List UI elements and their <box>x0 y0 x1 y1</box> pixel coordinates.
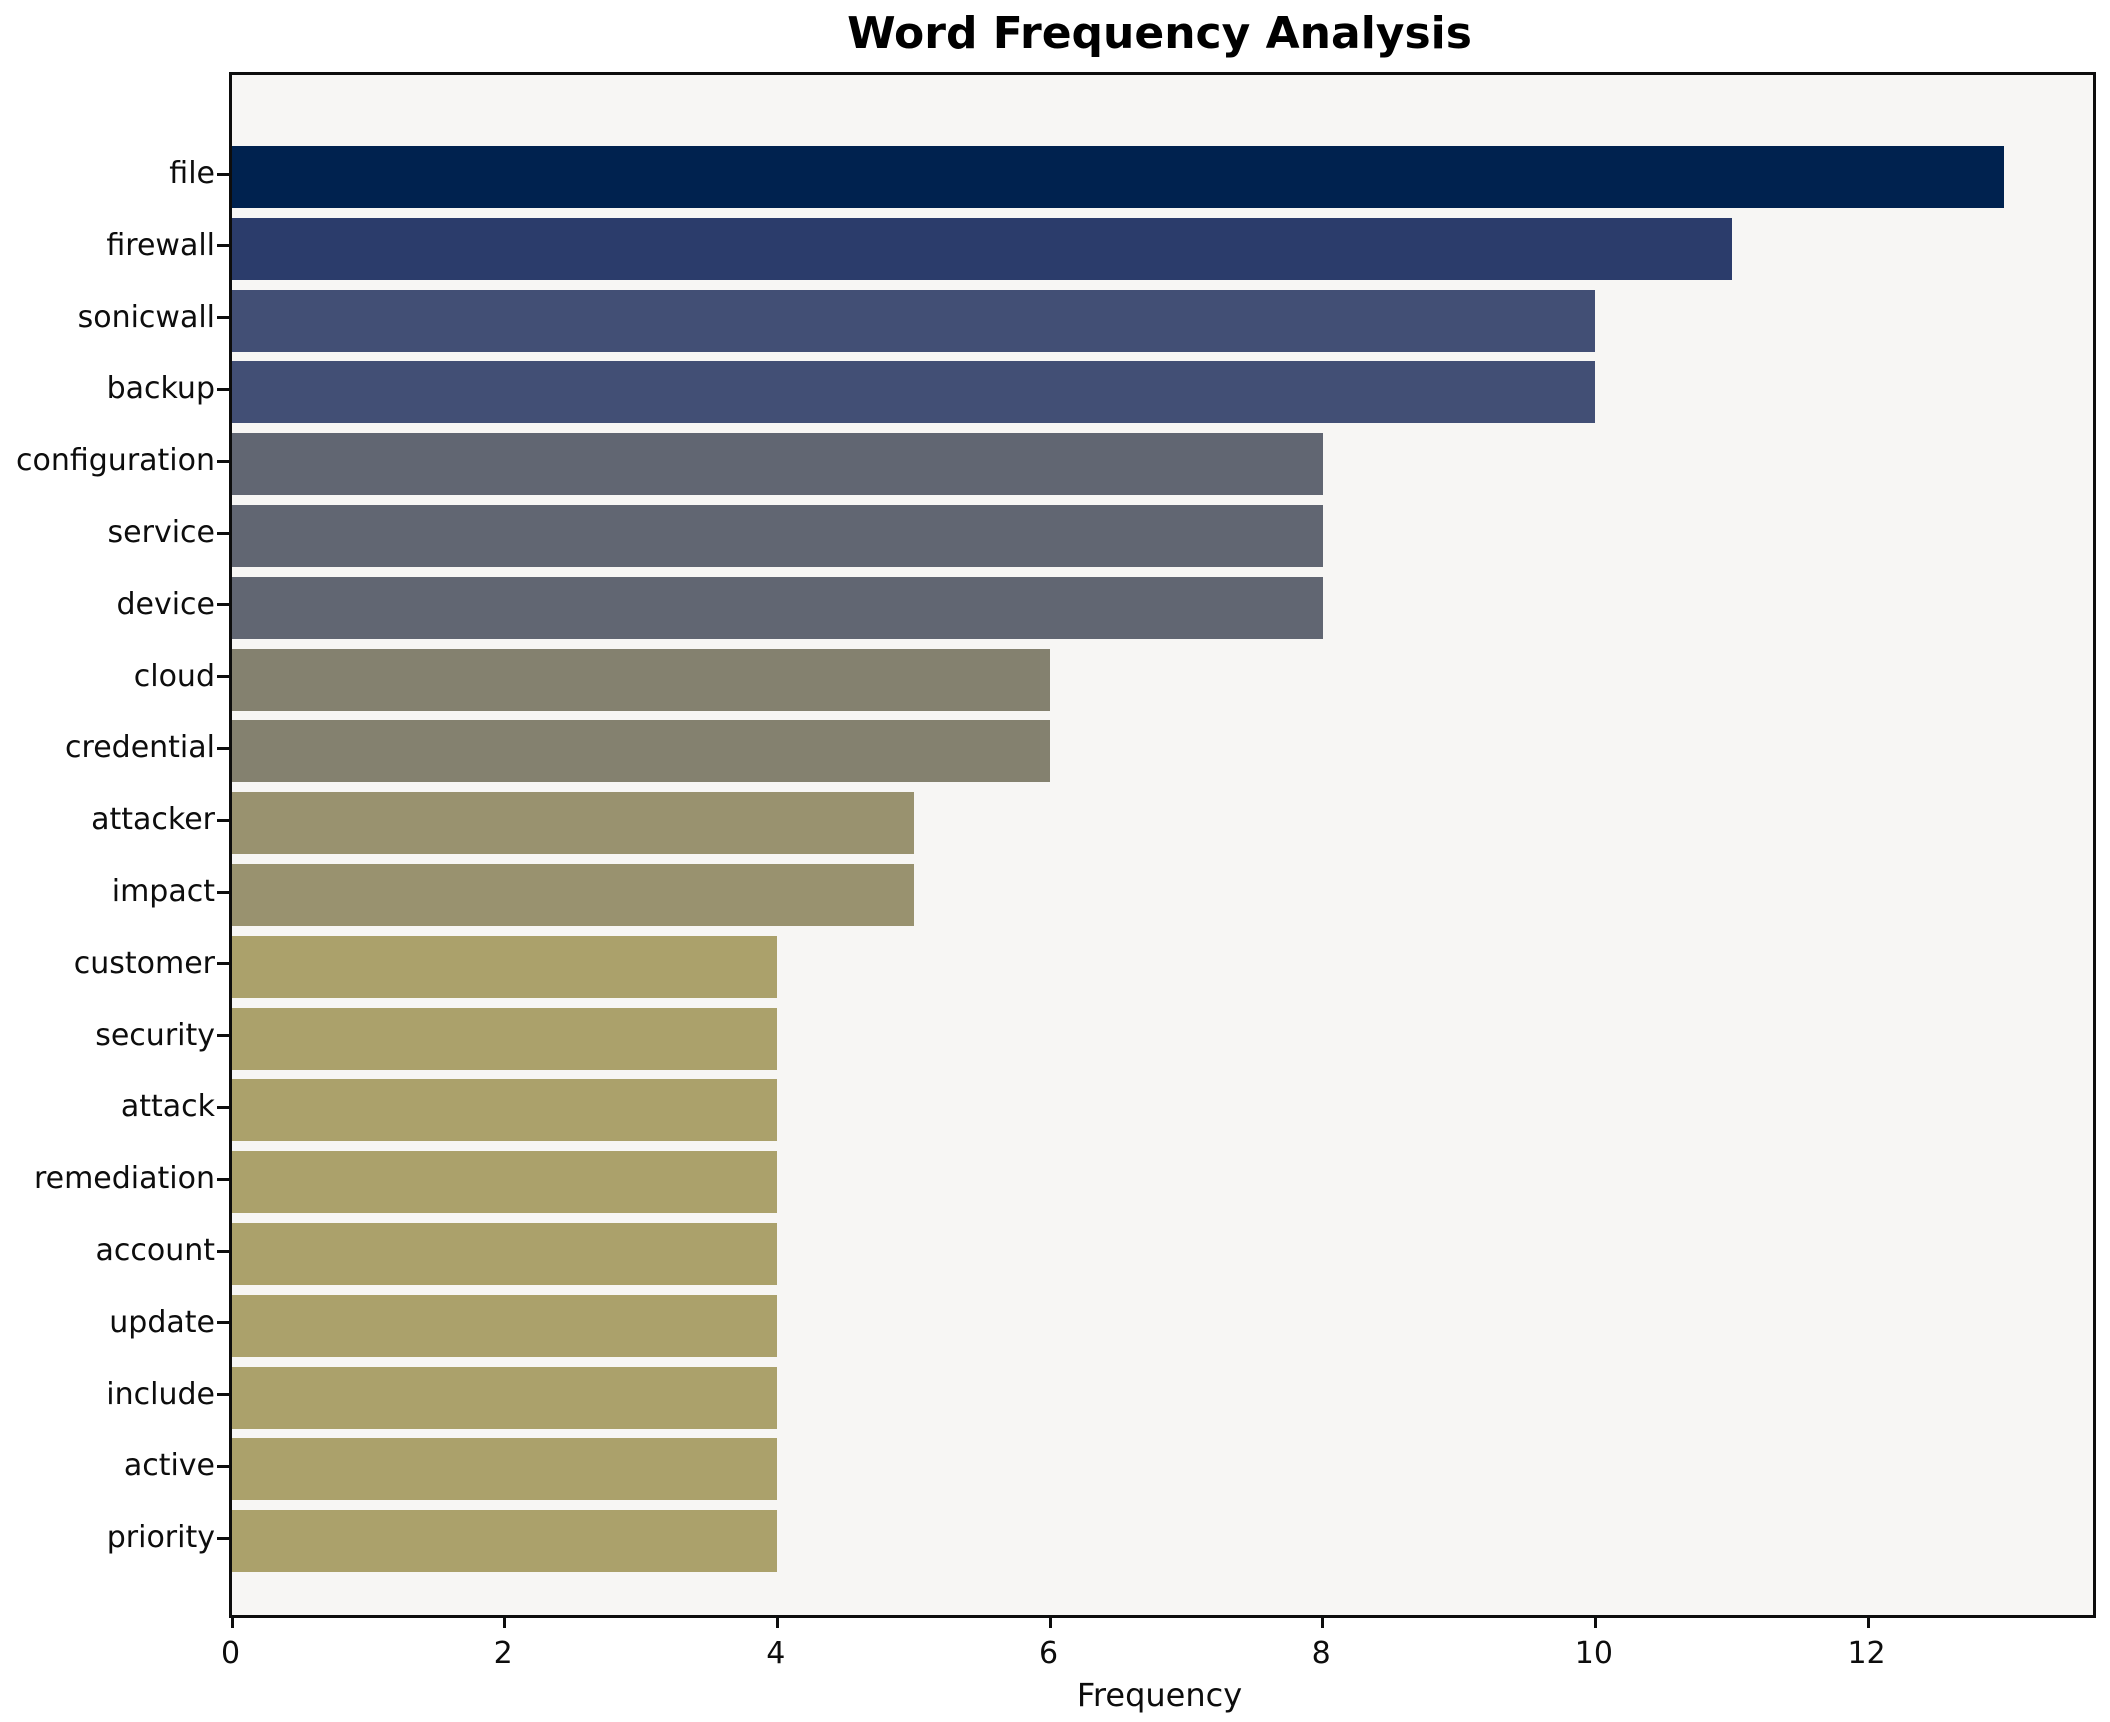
y-tick-mark <box>217 1177 229 1181</box>
y-tick-mark <box>217 1393 229 1397</box>
y-tick-mark <box>217 603 229 607</box>
y-tick-label-account: account <box>95 1233 215 1268</box>
bar-priority <box>232 1510 778 1573</box>
y-tick-mark <box>217 316 229 320</box>
x-tick-mark <box>230 1615 234 1628</box>
y-tick-mark <box>217 962 229 966</box>
x-tick-label-2: 2 <box>493 1636 513 1671</box>
x-tick-mark <box>1321 1615 1325 1628</box>
x-tick-label-12: 12 <box>1847 1636 1886 1671</box>
bar-service <box>232 505 1323 567</box>
x-tick-label-10: 10 <box>1574 1636 1613 1671</box>
y-tick-label-configuration: configuration <box>16 443 215 479</box>
y-tick-label-attack: attack <box>120 1089 215 1125</box>
y-tick-label-credential: credential <box>65 730 215 766</box>
y-tick-label-active: active <box>123 1448 215 1484</box>
y-tick-mark <box>217 531 229 535</box>
chart-title: Word Frequency Analysis <box>847 8 1472 59</box>
bar-configuration <box>232 433 1323 496</box>
y-tick-mark <box>217 1105 229 1109</box>
bar-attack <box>232 1079 778 1142</box>
y-tick-label-backup: backup <box>106 371 215 407</box>
bar-account <box>232 1223 778 1285</box>
x-tick-mark <box>1593 1615 1597 1628</box>
x-tick-label-4: 4 <box>766 1636 786 1671</box>
y-tick-label-customer: customer <box>73 945 215 981</box>
y-tick-mark <box>217 1321 229 1325</box>
y-tick-mark <box>217 244 229 248</box>
x-tick-label-6: 6 <box>1038 1636 1059 1671</box>
y-tick-mark <box>217 1034 229 1038</box>
bar-customer <box>232 935 778 998</box>
y-tick-mark <box>217 1536 229 1540</box>
y-tick-label-firewall: firewall <box>106 227 215 263</box>
y-tick-label-impact: impact <box>111 874 215 909</box>
x-tick-mark <box>775 1615 779 1628</box>
y-tick-label-include: include <box>106 1376 215 1412</box>
y-tick-mark <box>217 1464 229 1468</box>
y-tick-label-attacker: attacker <box>91 802 215 838</box>
bar-file <box>232 146 2005 208</box>
y-tick-mark <box>217 459 229 463</box>
bar-active <box>232 1438 778 1501</box>
bar-include <box>232 1366 778 1429</box>
bar-update <box>232 1294 778 1357</box>
bar-credential <box>232 720 1051 783</box>
x-tick-label-0: 0 <box>220 1636 241 1671</box>
y-tick-label-file: file <box>169 156 215 191</box>
bar-remediation <box>232 1151 778 1214</box>
y-tick-mark <box>217 172 229 176</box>
x-tick-mark <box>503 1615 507 1628</box>
bar-attacker <box>232 792 914 855</box>
y-tick-label-security: security <box>95 1017 215 1053</box>
bar-security <box>232 1007 778 1070</box>
y-tick-mark <box>217 746 229 750</box>
y-tick-mark <box>217 1249 229 1253</box>
y-tick-label-device: device <box>116 586 215 622</box>
y-tick-label-service: service <box>107 515 215 550</box>
bar-cloud <box>232 648 1051 711</box>
bar-device <box>232 576 1323 639</box>
bar-backup <box>232 361 1596 424</box>
y-tick-mark <box>217 890 229 894</box>
y-tick-label-priority: priority <box>106 1520 215 1556</box>
plot-area <box>229 72 2096 1618</box>
bar-sonicwall <box>232 289 1596 352</box>
x-tick-mark <box>1048 1615 1052 1628</box>
y-tick-mark <box>217 818 229 822</box>
x-tick-mark <box>1866 1615 1870 1628</box>
y-tick-label-remediation: remediation <box>33 1161 215 1197</box>
y-tick-label-sonicwall: sonicwall <box>77 299 215 335</box>
bar-impact <box>232 864 914 926</box>
y-tick-label-cloud: cloud <box>133 658 215 694</box>
y-tick-label-update: update <box>109 1304 215 1340</box>
x-tick-label-8: 8 <box>1311 1636 1331 1671</box>
bar-firewall <box>232 217 1732 280</box>
y-tick-mark <box>217 387 229 391</box>
x-axis-label: Frequency <box>1076 1676 1243 1714</box>
y-tick-mark <box>217 675 229 679</box>
